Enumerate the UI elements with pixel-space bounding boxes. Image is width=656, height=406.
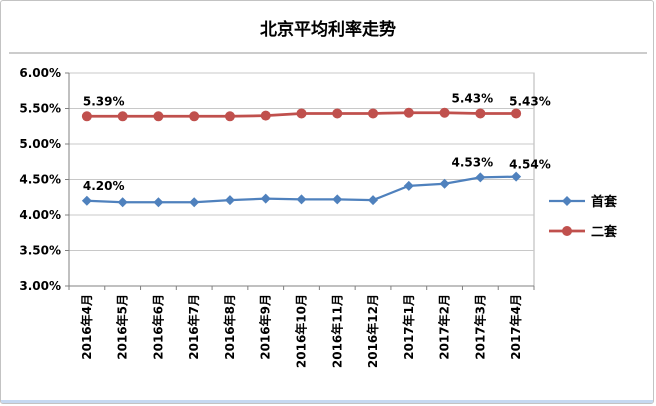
circle-marker (224, 111, 235, 122)
x-axis-label: 2016年5月 (115, 294, 130, 360)
circle-marker (368, 108, 379, 119)
circle-marker (439, 107, 450, 118)
x-axis-label: 2017年3月 (472, 294, 487, 360)
data-label: 4.53% (452, 155, 494, 169)
x-axis-label: 2016年4月 (79, 294, 94, 360)
circle-marker (511, 108, 522, 119)
circle-marker (260, 110, 271, 121)
y-axis-label: 6.00% (19, 66, 61, 80)
diamond-marker (296, 194, 307, 205)
diamond-marker (403, 180, 414, 191)
x-axis-label: 2017年2月 (437, 294, 452, 360)
data-label: 5.43% (452, 91, 494, 105)
diamond-marker (153, 197, 164, 208)
x-axis-label: 2016年6月 (150, 294, 165, 360)
x-axis-label: 2016年9月 (258, 294, 273, 360)
circle-marker (296, 108, 307, 119)
legend-label: 首套 (591, 194, 618, 210)
x-axis-label: 2017年1月 (401, 294, 416, 360)
diamond-marker (81, 195, 92, 206)
circle-marker (403, 107, 414, 118)
diamond-marker (475, 172, 486, 183)
y-axis-label: 4.00% (19, 208, 61, 222)
data-label: 5.43% (509, 94, 551, 108)
y-axis-label: 5.50% (19, 102, 61, 116)
x-axis-label: 2016年11月 (329, 294, 344, 368)
diamond-marker (511, 171, 522, 182)
data-label: 4.54% (509, 158, 551, 172)
chart-title: 北京平均利率走势 (260, 19, 396, 40)
circle-marker (153, 111, 164, 122)
legend-circle-marker (562, 226, 572, 236)
circle-marker (189, 111, 200, 122)
data-label: 5.39% (83, 94, 125, 108)
legend-label: 二套 (591, 224, 618, 240)
circle-marker (475, 108, 486, 119)
circle-marker (81, 111, 92, 122)
diamond-marker (368, 195, 379, 206)
diamond-marker (189, 197, 200, 208)
diamond-marker (439, 178, 450, 189)
diamond-marker (117, 197, 128, 208)
window-bottom-edge (1, 400, 653, 403)
data-label: 4.20% (83, 179, 125, 193)
circle-marker (117, 111, 128, 122)
y-axis-label: 5.00% (19, 137, 61, 151)
legend-diamond-marker (562, 196, 572, 206)
plot-region: 3.00% 3.50% 4.00% 4.50% 5.00% 5.50% 6.00% 2016年… (19, 66, 550, 368)
x-axis-label: 2016年8月 (222, 294, 237, 360)
y-axis-label: 4.50% (19, 173, 61, 187)
circle-marker (332, 108, 343, 119)
x-axis-label: 2016年10月 (294, 294, 309, 368)
diamond-marker (224, 195, 235, 206)
x-axis-label: 2017年4月 (508, 294, 523, 360)
diamond-marker (332, 194, 343, 205)
y-axis-label: 3.00% (19, 279, 61, 293)
y-axis-label: 3.50% (19, 244, 61, 258)
diamond-marker (260, 193, 271, 204)
x-axis-label: 2016年7月 (186, 294, 201, 360)
x-axis-label: 2016年12月 (365, 294, 380, 368)
